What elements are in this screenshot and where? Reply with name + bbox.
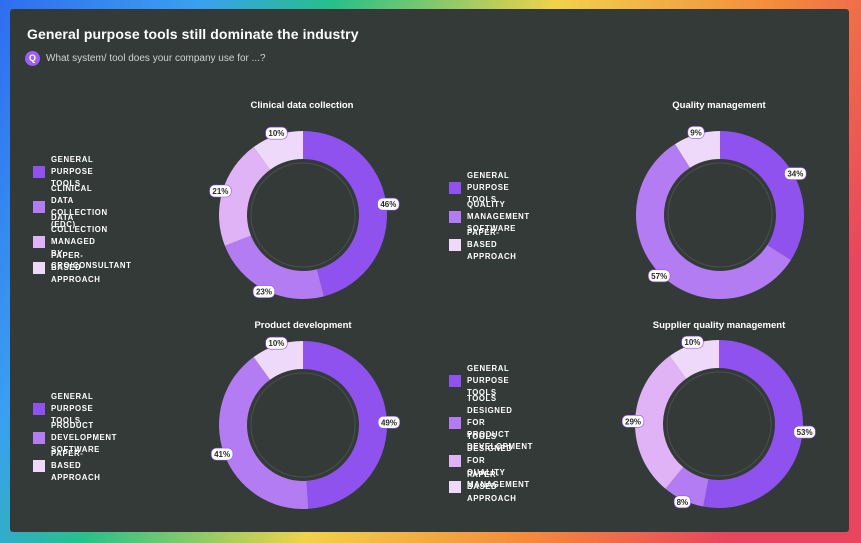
donut-slice [674,131,720,168]
donut-inner-ring [250,372,356,478]
svg-text:53%: 53% [797,428,813,437]
donut-slice [303,341,388,509]
donut-slice [636,144,791,299]
svg-text:57%: 57% [651,272,667,281]
question-icon: Q [25,50,40,66]
svg-text:10%: 10% [268,339,284,348]
donut-slice [634,356,687,489]
legend-label: PAPER-BASED APPROACH [467,470,517,503]
legend-item: CLINICAL DATA COLLECTION (EDC) [33,183,108,231]
slice-label: 23% [252,285,276,298]
svg-text:10%: 10% [268,129,284,138]
svg-text:49%: 49% [381,418,397,427]
legend-item: TOOLS DESIGNED FOR PRODUCT DEVELOPMENT [449,393,533,453]
slice-label: 9% [687,126,705,139]
question-text: What system/ tool does your company use … [46,52,266,64]
slice-label: 57% [648,269,671,283]
donut-inner-ring [667,162,773,268]
chart-title-quality: Quality management [672,100,766,111]
legend-label: CLINICAL DATA COLLECTION (EDC) [51,184,108,229]
legend-swatch [33,236,45,248]
legend-item: DATA COLLECTION MANAGED BY CRO/CONSULTAN… [33,212,131,272]
slice-label: 10% [265,336,288,350]
legend-item: PAPER-BASED APPROACH [449,227,516,263]
legend-swatch [449,455,461,467]
chart-title-clinical: Clinical data collection [250,100,354,111]
legend-swatch [33,201,45,213]
svg-text:41%: 41% [214,450,230,459]
legend-label: PRODUCT DEVELOPMENT SOFTWARE [51,421,117,454]
slice-label: 46% [377,197,400,211]
donut-inner-ring [250,162,356,268]
legend-swatch [449,182,461,194]
legend-label: PAPER-BASED APPROACH [51,251,101,284]
svg-text:23%: 23% [256,288,272,297]
legend-label: DATA COLLECTION MANAGED BY CRO/CONSULTAN… [51,213,132,270]
dashboard-panel: General purpose tools still dominate the… [10,9,849,532]
legend-item: PAPER-BASED APPROACH [33,250,100,286]
legend-item: QUALITY MANAGEMENT SOFTWARE [449,199,530,235]
legend-swatch [33,166,45,178]
donut-charts-canvas: 46% 23% 21% 10% 34% 57% 9% 49% 41% 10% 53% 8% 29% 10% [209,126,816,510]
slice-label: 34% [784,167,807,180]
legend-label: TOOLS DESIGNED FOR QUALITY MANAGEMENT [467,432,530,489]
slice-label: 10% [265,126,288,140]
question-row: Q What system/ tool does your company us… [25,50,266,66]
donut-slice [720,131,804,261]
legend-swatch [449,375,461,387]
svg-text:21%: 21% [212,187,228,196]
page-title: General purpose tools still dominate the… [27,26,359,42]
legend-label: QUALITY MANAGEMENT SOFTWARE [467,200,530,233]
donut-slice [703,339,804,508]
slice-label: 21% [209,184,232,198]
donut-slice [224,235,324,299]
legend-item: PAPER-BASED APPROACH [33,448,100,484]
legend-label: GENERAL PURPOSE TOOLS [467,171,510,204]
slice-label: 41% [210,447,234,461]
svg-text:29%: 29% [625,417,641,426]
slice-label: 8% [673,495,691,509]
donut-inner-ring [666,371,772,477]
chart-title-supplier: Supplier quality management [652,320,786,331]
donut-slice [218,357,309,510]
svg-text:9%: 9% [690,128,702,137]
slice-label: 10% [681,335,704,349]
legend-swatch [449,211,461,223]
legend-label: GENERAL PURPOSE TOOLS [51,392,94,425]
legend-item: GENERAL PURPOSE TOOLS [449,363,509,399]
legend-label: PAPER-BASED APPROACH [467,228,517,261]
legend-swatch [33,460,45,472]
legend-label: GENERAL PURPOSE TOOLS [51,155,94,188]
legend-label: TOOLS DESIGNED FOR PRODUCT DEVELOPMENT [467,394,533,451]
legend-item: TOOLS DESIGNED FOR QUALITY MANAGEMENT [449,431,530,491]
legend-label: PAPER-BASED APPROACH [51,449,101,482]
legend-item: GENERAL PURPOSE TOOLS [33,154,93,190]
legend-swatch [33,432,45,444]
legend-swatch [33,403,45,415]
slice-label: 49% [377,415,401,429]
legend-swatch [449,417,461,429]
legend-swatch [33,262,45,274]
donut-slice [253,131,303,170]
slice-label: 53% [793,425,816,439]
svg-text:34%: 34% [787,170,803,179]
donut-slice [303,131,388,297]
legend-item: PRODUCT DEVELOPMENT SOFTWARE [33,420,117,456]
svg-text:10%: 10% [684,338,700,347]
legend-item: GENERAL PURPOSE TOOLS [449,170,509,206]
svg-text:46%: 46% [380,200,396,209]
legend-swatch [449,481,461,493]
donut-slice [669,340,719,379]
donut-slice [665,467,709,507]
legend-swatch [449,239,461,251]
legend-label: GENERAL PURPOSE TOOLS [467,364,510,397]
svg-text:8%: 8% [677,498,689,507]
donut-slice [218,147,271,246]
slice-label: 29% [621,414,645,428]
legend-item: PAPER-BASED APPROACH [449,469,516,505]
legend-item: GENERAL PURPOSE TOOLS [33,391,93,427]
chart-title-product: Product development [254,320,352,331]
donut-slice [253,341,303,380]
